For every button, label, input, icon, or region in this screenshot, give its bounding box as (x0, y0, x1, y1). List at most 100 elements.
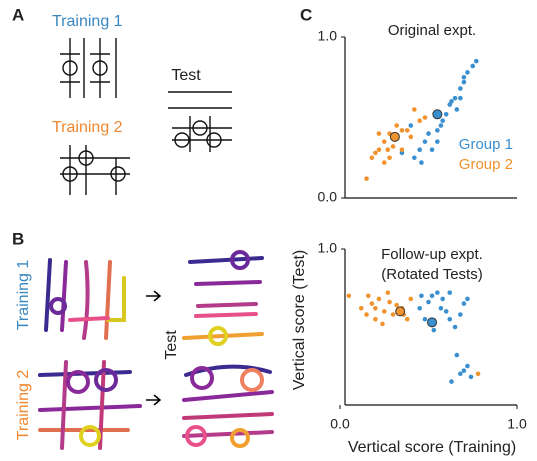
point (408, 123, 414, 128)
x-tick-label: 1.0 (507, 416, 527, 432)
point (443, 111, 449, 117)
point (429, 147, 435, 152)
point (404, 316, 410, 322)
point (461, 74, 467, 80)
point (454, 107, 460, 112)
point (458, 371, 463, 377)
point (376, 296, 382, 302)
point (461, 368, 467, 373)
point (358, 305, 364, 311)
point (440, 296, 445, 302)
mean-point (432, 109, 443, 120)
point (373, 316, 378, 322)
point (412, 155, 417, 161)
training-label: Training 2 (15, 370, 32, 441)
point (435, 290, 440, 295)
point (449, 379, 454, 384)
point (431, 327, 437, 333)
mean-point (395, 306, 406, 317)
legend-entry: Group 2 (459, 156, 513, 173)
point (404, 128, 410, 133)
point (408, 134, 414, 140)
mean-point (389, 131, 400, 142)
point (470, 63, 476, 69)
point (461, 301, 467, 306)
training-label: Training 1 (15, 260, 32, 331)
point (376, 147, 382, 152)
test-label: Test (171, 67, 201, 84)
point (369, 301, 375, 306)
point (475, 371, 481, 377)
point (376, 131, 382, 136)
point (435, 128, 440, 133)
point (458, 312, 463, 317)
point (366, 293, 371, 299)
point (435, 139, 440, 144)
point (385, 290, 391, 295)
point (429, 293, 435, 299)
point (426, 299, 431, 305)
scatter-charts: 0.0 1.0 Original expt. Group 1 Group 2 1.0 0.0… (318, 22, 527, 432)
y-tick-label: 0.0 (318, 189, 338, 205)
point (394, 302, 399, 308)
point (465, 296, 470, 302)
point (454, 352, 460, 358)
panel-label: B (12, 229, 24, 248)
stimulus (60, 38, 117, 98)
point (438, 305, 444, 311)
point (440, 118, 445, 124)
panel-label: C (300, 5, 312, 24)
test-label: Test (163, 330, 180, 360)
point (364, 176, 369, 181)
point (461, 79, 467, 85)
y-axis-label: Vertical score (Test) (291, 250, 308, 390)
point (465, 70, 470, 75)
point (473, 58, 479, 64)
point (422, 316, 428, 322)
point (399, 147, 405, 152)
point (422, 139, 428, 144)
point (452, 95, 458, 101)
x-axis-label: Vertical score (Training) (348, 439, 516, 456)
x-tick-label: 0.0 (330, 416, 350, 432)
point (426, 131, 431, 136)
panel-label: A (12, 5, 24, 24)
point (390, 144, 396, 149)
point (443, 309, 449, 314)
point (373, 305, 378, 311)
stimulus (60, 145, 130, 195)
point (419, 160, 424, 165)
point (387, 155, 392, 161)
point (387, 299, 392, 305)
stimulus (168, 91, 232, 152)
point (369, 155, 375, 161)
training-label: Training 1 (52, 13, 123, 30)
point (399, 150, 405, 156)
point (447, 290, 453, 295)
point (465, 363, 470, 369)
point (408, 296, 414, 302)
point (422, 115, 428, 120)
y-tick-label: 1.0 (318, 240, 338, 256)
point (417, 118, 422, 124)
point (381, 309, 387, 314)
point (373, 150, 378, 156)
chart-title: (Rotated Tests) (381, 266, 482, 283)
training-label: Training 2 (52, 119, 123, 136)
point (458, 95, 463, 101)
point (381, 139, 387, 144)
point (381, 160, 387, 165)
chart-title: Original expt. (388, 22, 476, 39)
point (458, 86, 463, 91)
legend-entry: Group 1 (459, 136, 513, 153)
point (468, 374, 474, 380)
point (399, 128, 405, 133)
point (412, 107, 417, 112)
chart-title: Follow-up expt. (381, 246, 483, 263)
point (438, 123, 444, 128)
point (390, 312, 396, 317)
point (452, 324, 458, 330)
drawing (38, 250, 274, 450)
point (385, 147, 391, 152)
